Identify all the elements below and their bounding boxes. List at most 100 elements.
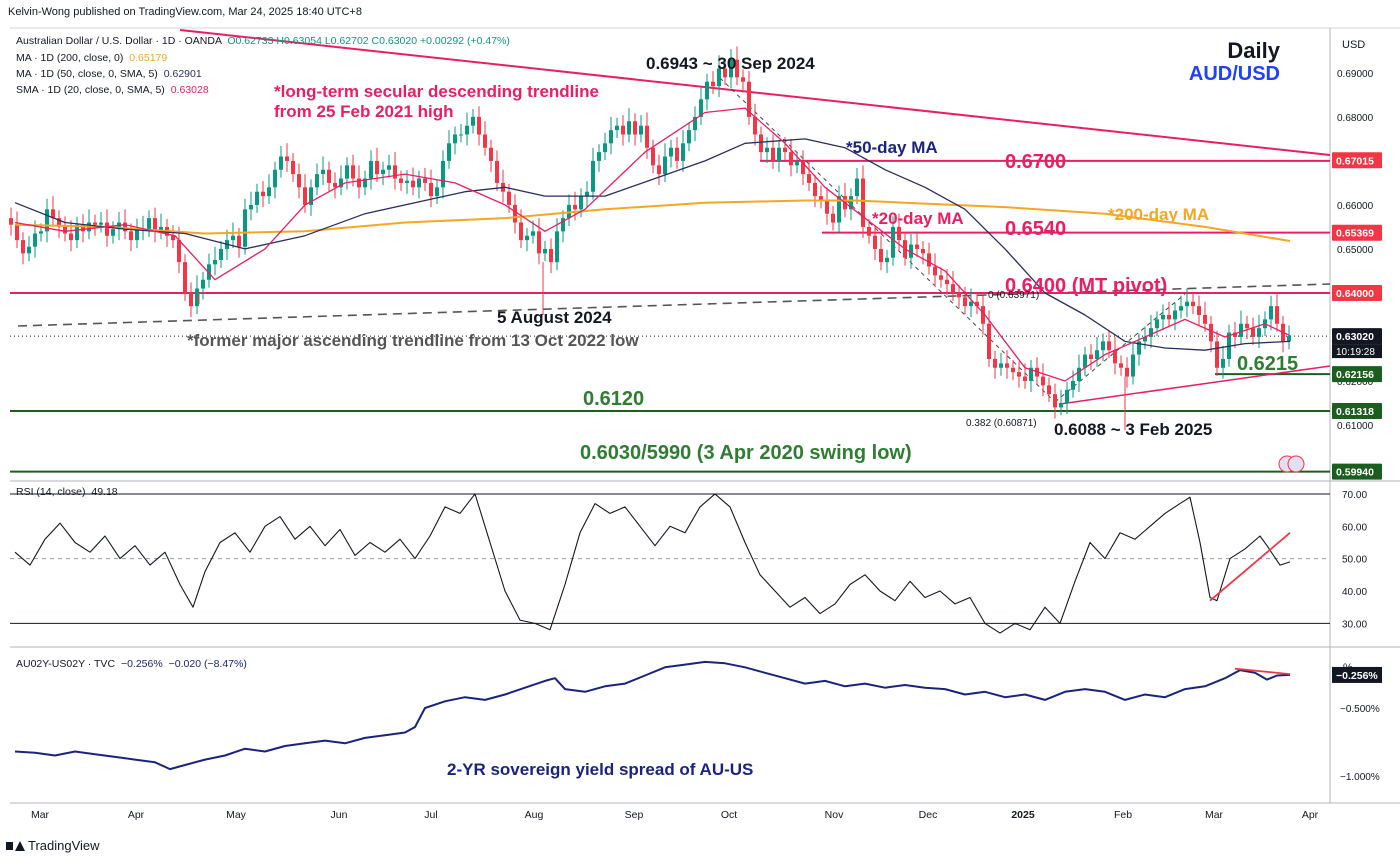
candle-body xyxy=(177,240,181,263)
price-tag-label: 0.67015 xyxy=(1336,155,1374,167)
candle-body xyxy=(711,81,715,87)
candle-body xyxy=(969,301,973,307)
candle-body xyxy=(723,68,727,78)
candle-body xyxy=(45,209,49,232)
candle-body xyxy=(1131,354,1135,377)
chart-annotation: 0.6088 ~ 3 Feb 2025 xyxy=(1054,420,1212,439)
candle-body xyxy=(777,147,781,161)
candle-body xyxy=(729,59,733,78)
candle-body xyxy=(1215,341,1219,368)
candle-body xyxy=(1065,389,1069,403)
candle-body xyxy=(369,160,373,179)
candle-body xyxy=(465,125,469,135)
candle-body xyxy=(333,182,337,188)
price-tag-label: 0.63020 xyxy=(1336,331,1374,343)
key-level-label: 0.6700 xyxy=(1005,151,1066,173)
price-legend-symbol: Australian Dollar / U.S. Dollar · 1D · O… xyxy=(16,35,510,47)
time-tick-label: Sep xyxy=(625,809,644,821)
candle-body xyxy=(57,218,61,227)
candle-body xyxy=(1275,306,1279,324)
time-tick-label: Aug xyxy=(525,809,544,821)
rsi-pane[interactable] xyxy=(10,493,1330,634)
candle-body xyxy=(717,68,721,87)
candle-body xyxy=(1011,367,1015,373)
price-timer-label: 10:19:28 xyxy=(1336,347,1375,358)
rsi-tick-label: 50.00 xyxy=(1342,555,1367,566)
ma200-legend-label: MA · 1D (200, close, 0) xyxy=(16,52,124,64)
candle-body xyxy=(1023,376,1027,381)
candle-body xyxy=(399,178,403,183)
chart-annotation: *former major ascending trendline from 1… xyxy=(187,331,639,350)
candle-body xyxy=(681,143,685,161)
rsi-legend[interactable]: RSI (14, close) 49.18 xyxy=(16,486,118,498)
time-tick-label: Jun xyxy=(331,809,348,821)
former-ascending-trendline xyxy=(17,283,1331,327)
ma50-line xyxy=(14,138,1291,351)
candle-body xyxy=(771,147,775,161)
candle-body xyxy=(363,178,367,188)
candle-body xyxy=(693,116,697,131)
candle-body xyxy=(687,130,691,144)
candle-body xyxy=(999,363,1003,368)
candle-body xyxy=(459,134,463,136)
ma200-legend[interactable]: MA · 1D (200, close, 0) 0.65179 xyxy=(16,52,167,64)
candle-body xyxy=(951,284,955,293)
ma50-legend[interactable]: MA · 1D (50, close, 0, SMA, 5) 0.62901 xyxy=(16,68,202,80)
spread-pane[interactable]: 2-YR sovereign yield spread of AU-US xyxy=(14,660,1291,779)
candle-body xyxy=(615,125,619,131)
time-tick-label: Mar xyxy=(1205,809,1224,821)
axes: USD0.610000.620000.630000.640000.650000.… xyxy=(31,39,1382,821)
candle-body xyxy=(411,180,415,188)
spread-divergence-line xyxy=(1234,667,1291,676)
candle-body xyxy=(237,235,241,247)
candle-body xyxy=(1119,363,1123,368)
rsi-divergence-line xyxy=(1209,532,1291,602)
chart-title: Daily xyxy=(1227,38,1280,63)
spread-legend[interactable]: AU02Y-US02Y · TVC −0.256% −0.020 (−8.47%… xyxy=(16,658,247,670)
candle-body xyxy=(267,187,271,197)
candle-body xyxy=(273,169,277,188)
price-tag xyxy=(1332,402,1382,419)
candle-body xyxy=(879,248,883,263)
candle-body xyxy=(657,165,661,175)
price-axis-unit: USD xyxy=(1342,39,1365,51)
chart-annotation: *50-day MA xyxy=(846,138,938,157)
candle-body xyxy=(435,187,439,197)
candle-body xyxy=(609,130,613,144)
price-tick-label: 0.68000 xyxy=(1337,113,1374,124)
candle-body xyxy=(1203,314,1207,324)
candle-body xyxy=(675,147,679,161)
candle-body xyxy=(561,218,565,232)
spread-legend-change: −0.020 (−8.47%) xyxy=(168,658,247,670)
candle-body xyxy=(645,125,649,148)
candle-body xyxy=(315,174,319,188)
sma20-legend[interactable]: SMA · 1D (20, close, 0, SMA, 5) 0.63028 xyxy=(16,84,209,96)
candle-body xyxy=(861,178,865,227)
candle-body xyxy=(591,160,595,192)
sma20-legend-label: SMA · 1D (20, close, 0, SMA, 5) xyxy=(16,84,165,96)
candle-body xyxy=(387,165,391,170)
candle-body xyxy=(453,134,457,144)
fib-label: 0.382 (0.60871) xyxy=(966,418,1037,429)
candle-body xyxy=(987,323,991,359)
price-timer xyxy=(1332,344,1382,359)
candle-body xyxy=(1239,323,1243,337)
key-level-label: 0.6120 xyxy=(583,388,644,410)
candle-body xyxy=(135,229,139,241)
spread-legend-value: −0.256% xyxy=(120,658,163,670)
time-tick-label: Nov xyxy=(825,809,844,821)
candle-body xyxy=(1149,328,1153,337)
candle-body xyxy=(759,134,763,153)
candle-body xyxy=(915,244,919,249)
candle-body xyxy=(1173,310,1177,320)
tradingview-footer[interactable]: TradingView xyxy=(6,838,100,853)
candle-body xyxy=(549,248,553,263)
candle-body xyxy=(1029,367,1033,381)
key-level-label: 0.6030/5990 (3 Apr 2020 swing low) xyxy=(580,442,912,464)
candle-body xyxy=(585,191,589,197)
candle-body xyxy=(243,209,247,247)
ascending-support-line xyxy=(1059,365,1331,405)
